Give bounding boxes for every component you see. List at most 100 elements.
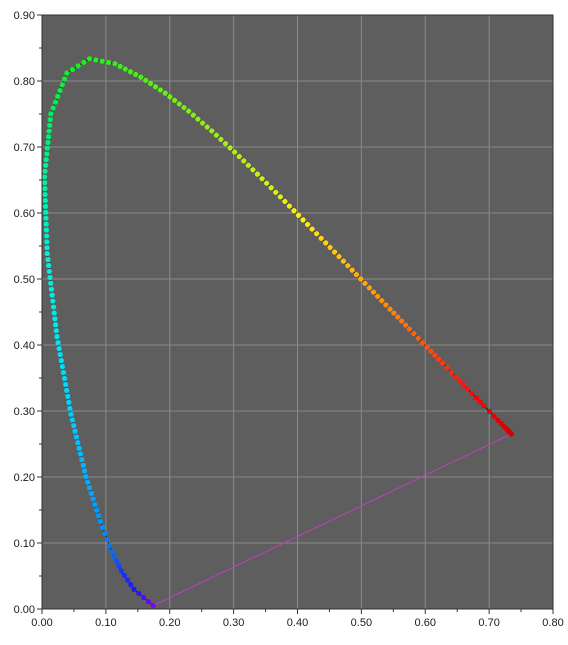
locus-point [64,387,70,393]
locus-point [127,69,134,75]
y-tick-label: 0.50 [14,274,35,286]
locus-point [43,227,49,233]
locus-point [60,369,67,376]
locus-point [131,586,137,593]
locus-point [318,235,324,241]
locus-point [264,180,270,186]
x-tick-label: 0.40 [287,617,308,629]
axes: 0.00 0.10 0.20 0.30 0.40 0.50 0.60 0.70 0.80 0.00… [14,10,564,629]
locus-point [53,322,59,328]
locus-point [43,215,49,221]
locus-point [51,310,57,316]
locus-point [117,63,123,69]
plot-frame [41,14,554,610]
locus-point [345,263,351,269]
locus-point [63,381,69,388]
locus-point [69,417,75,423]
locus-point [282,198,288,205]
locus-point [477,399,483,405]
locus-point [370,289,377,295]
x-tick-label: 0.60 [415,617,436,629]
x-tick-label: 0.70 [478,617,499,629]
x-tick-label: 0.80 [542,617,563,629]
locus-point [54,334,60,340]
locus-point [227,145,233,151]
locus-point [331,249,338,255]
locus-point [46,262,52,269]
locus-point [42,186,48,192]
locus-point [76,445,82,451]
locus-point [43,157,49,163]
locus-point [481,402,487,409]
locus-point [61,76,68,82]
locus-point [55,93,61,99]
locus-point [304,221,311,228]
y-tick-label: 0.00 [14,604,35,616]
locus-point [309,226,315,232]
locus-point [145,599,151,605]
locus-point [241,158,247,164]
locus-point [250,167,256,173]
locus-point [300,217,306,223]
y-tick-label: 0.20 [14,472,35,484]
locus-point [71,423,77,429]
locus-point [83,473,89,480]
locus-point [114,558,120,564]
locus-point [50,105,56,111]
locus-point [327,244,333,251]
locus-point [67,405,73,411]
locus-point [245,162,251,168]
locus-point [181,104,187,111]
locus-point [295,212,302,218]
locus-points [41,56,514,609]
locus-point [72,428,78,434]
locus-point [222,141,229,147]
locus-point [90,496,96,502]
y-tick-label: 0.70 [14,142,35,154]
locus-point [45,256,51,263]
x-tick-label: 0.20 [159,617,180,629]
locus-point [66,399,72,405]
locus-point [171,97,178,103]
locus-point [167,94,173,100]
line-of-purples [152,433,512,607]
locus-point [88,490,94,496]
locus-point [100,524,106,531]
locus-point [111,553,117,560]
x-tick-label: 0.10 [95,617,116,629]
locus-point [102,530,108,537]
locus-point [395,314,401,320]
locus-point [55,339,61,346]
locus-point [44,251,50,257]
locus-point [323,240,329,246]
locus-point [56,345,62,352]
locus-point [46,268,52,275]
locus-point [99,58,105,64]
locus-point [415,335,421,341]
locus-point [399,318,405,324]
x-tick-label: 0.00 [31,617,52,629]
locus-point [406,326,413,332]
locus-lines [43,58,512,607]
locus-point [57,87,63,94]
locus-point [73,434,80,440]
locus-point [122,66,128,72]
locus-point [358,276,364,282]
locus-point [453,374,459,380]
locus-point [81,59,87,65]
locus-point [43,162,49,168]
locus-point [46,128,52,134]
locus-point [42,191,48,198]
locus-point [353,271,360,278]
locus-point [254,171,261,177]
y-tick-label: 0.40 [14,340,35,352]
locus-point [432,352,438,358]
locus-point [236,153,242,160]
locus-point [491,413,497,419]
locus-point [50,298,56,304]
locus-point [86,56,93,62]
locus-point [391,310,397,316]
locus-point [268,185,274,191]
locus-point [81,468,88,474]
locus-point [362,280,368,287]
